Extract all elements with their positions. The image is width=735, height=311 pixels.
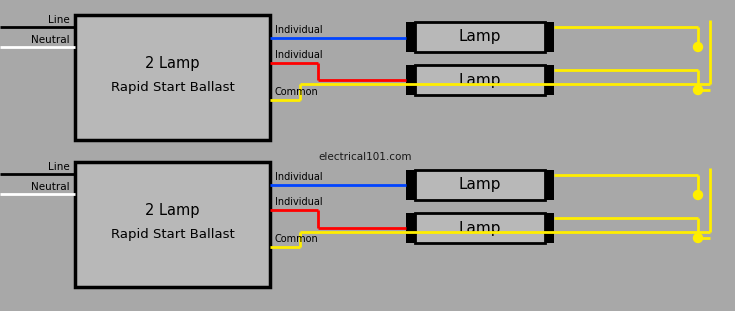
Text: Lamp: Lamp	[459, 178, 501, 193]
Bar	[406, 170, 415, 200]
Circle shape	[694, 234, 703, 243]
Text: Lamp: Lamp	[459, 30, 501, 44]
Bar	[415, 22, 545, 52]
Bar	[415, 170, 545, 200]
Bar	[545, 22, 554, 52]
Bar	[545, 213, 554, 243]
Bar	[545, 170, 554, 200]
Text: Neutral: Neutral	[32, 35, 70, 45]
Text: Neutral: Neutral	[32, 182, 70, 192]
Circle shape	[694, 191, 703, 199]
Text: Lamp: Lamp	[459, 72, 501, 87]
Bar	[415, 65, 545, 95]
Text: Individual: Individual	[275, 25, 323, 35]
Text: Rapid Start Ballast: Rapid Start Ballast	[111, 228, 234, 241]
Bar	[406, 65, 415, 95]
Bar	[545, 65, 554, 95]
Circle shape	[694, 86, 703, 95]
Text: Lamp: Lamp	[459, 220, 501, 235]
Bar	[406, 213, 415, 243]
Text: Individual: Individual	[275, 172, 323, 182]
Text: Line: Line	[49, 15, 70, 25]
Text: 2 Lamp: 2 Lamp	[146, 56, 200, 71]
Bar	[75, 15, 270, 140]
Text: Common: Common	[275, 234, 319, 244]
Bar	[75, 162, 270, 287]
Text: 2 Lamp: 2 Lamp	[146, 203, 200, 218]
Text: Common: Common	[275, 87, 319, 97]
Text: Individual: Individual	[275, 197, 323, 207]
Circle shape	[694, 43, 703, 52]
Text: electrical101.com: electrical101.com	[318, 152, 412, 162]
Text: Rapid Start Ballast: Rapid Start Ballast	[111, 81, 234, 94]
Text: Line: Line	[49, 162, 70, 172]
Bar	[406, 22, 415, 52]
Bar	[415, 213, 545, 243]
Text: Individual: Individual	[275, 50, 323, 60]
